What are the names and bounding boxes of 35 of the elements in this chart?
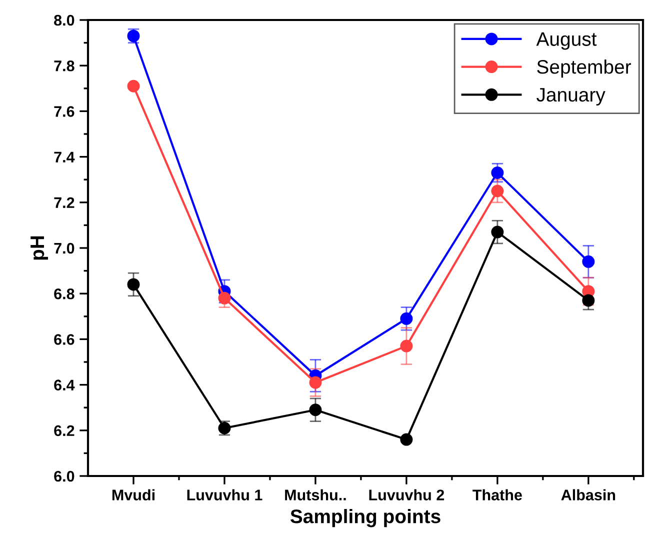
point (400, 312, 413, 325)
point (491, 226, 504, 238)
x-tick-label: Thathe (472, 489, 522, 500)
point (400, 340, 413, 352)
y-tick-label: 7.2 (54, 197, 74, 208)
point (400, 433, 413, 446)
legend-label: August (536, 32, 597, 50)
x-tick-label: Luvuvhu 2 (369, 489, 444, 500)
point (582, 255, 595, 268)
x-axis-title: Sampling points (290, 508, 440, 528)
y-tick-label: 6.4 (54, 380, 75, 390)
legend-label: September (537, 60, 632, 78)
x-tick-label: Mvudi (112, 489, 154, 500)
y-tick-label: 6.2 (54, 425, 74, 436)
point (218, 292, 231, 304)
y-tick-label: 6.0 (54, 470, 74, 482)
y-tick-label: 7.0 (54, 242, 74, 254)
x-tick-label: Albasin (561, 489, 616, 500)
point (582, 294, 595, 307)
legend-label: January (536, 88, 606, 106)
point (309, 376, 322, 389)
x-tick-label: Mutshu.. (285, 489, 346, 500)
y-tick-label: 7.8 (54, 60, 74, 72)
point (491, 166, 504, 180)
y-tick-label: 6.6 (54, 334, 74, 345)
y-axis-title: pH (30, 236, 48, 260)
point (491, 184, 504, 198)
y-tick-label: 8.0 (54, 14, 74, 26)
point (127, 80, 140, 92)
x-tick-label: Luvuvhu 1 (187, 489, 262, 500)
y-tick-label: 7.4 (54, 152, 75, 162)
point (309, 404, 322, 416)
y-tick-label: 7.6 (54, 106, 74, 117)
point (127, 278, 140, 291)
y-tick-label: 6.8 (54, 288, 74, 300)
